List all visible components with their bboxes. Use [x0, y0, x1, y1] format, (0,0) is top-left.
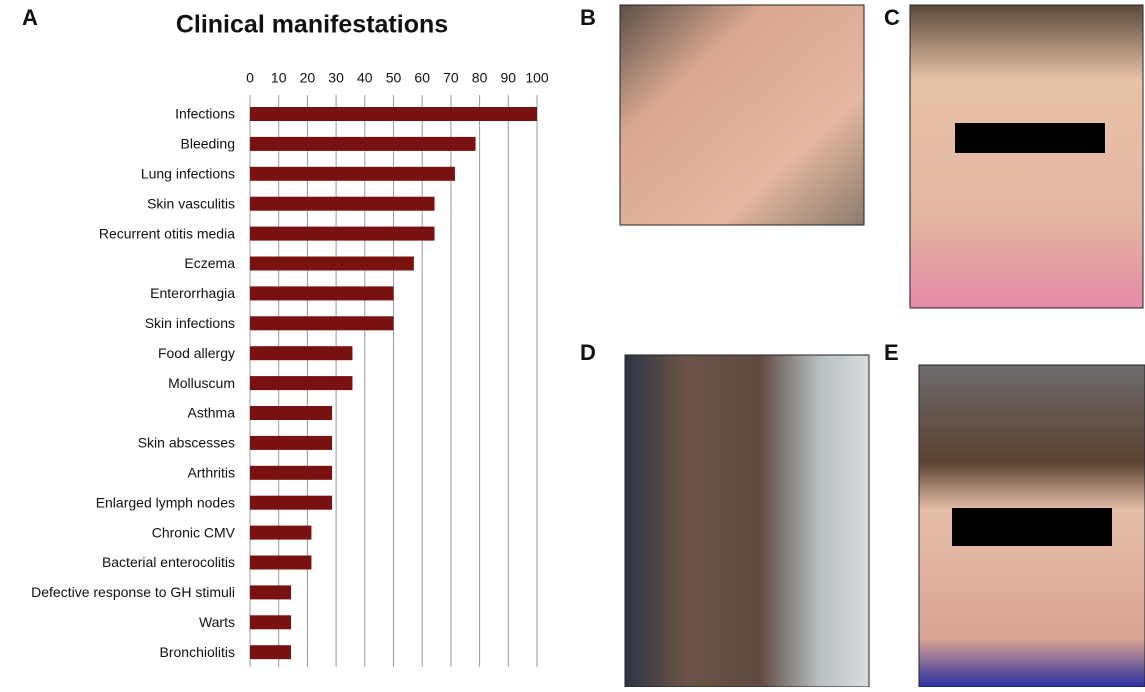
bar: [250, 465, 333, 480]
x-tick-label: 80: [472, 70, 488, 86]
eye-mask: [952, 508, 1112, 546]
bar: [250, 585, 292, 600]
y-tick-label: Skin vasculitis: [147, 195, 235, 211]
x-tick-label: 50: [386, 70, 402, 86]
bar: [250, 555, 312, 570]
bar: [250, 166, 455, 181]
y-tick-label: Warts: [199, 614, 235, 630]
x-tick-label: 20: [300, 70, 316, 86]
y-tick-label: Infections: [175, 106, 235, 122]
y-tick-label: Food allergy: [158, 345, 235, 361]
x-tick-label: 40: [357, 70, 373, 86]
x-tick-label: 90: [501, 70, 517, 86]
y-tick-label: Molluscum: [168, 375, 235, 391]
y-tick-label: Enlarged lymph nodes: [96, 494, 235, 510]
panel-label: C: [884, 5, 900, 30]
x-tick-label: 10: [271, 70, 287, 86]
eye-mask: [955, 123, 1105, 153]
panel-label: B: [580, 5, 596, 30]
bar: [250, 286, 394, 301]
y-tick-label: Defective response to GH stimuli: [31, 584, 235, 600]
bar: [250, 316, 394, 331]
y-tick-label: Skin infections: [145, 315, 235, 331]
panel-label: A: [22, 5, 38, 30]
bar: [250, 196, 435, 211]
photo-face: [909, 4, 1144, 309]
x-tick-label: 0: [246, 70, 254, 86]
bar: [250, 645, 292, 660]
y-tick-label: Bleeding: [181, 136, 236, 152]
y-tick-label: Arthritis: [188, 465, 235, 481]
y-tick-label: Eczema: [184, 255, 235, 271]
photo-hand: [619, 4, 865, 226]
y-tick-label: Bronchiolitis: [160, 644, 235, 660]
x-tick-label: 70: [443, 70, 459, 86]
panel-label: E: [884, 340, 899, 365]
bar: [250, 226, 435, 241]
bar: [250, 346, 353, 361]
bar: [250, 495, 333, 510]
chart-title: Clinical manifestations: [176, 11, 448, 39]
bar: [250, 406, 333, 420]
bar: [250, 615, 292, 630]
x-tick-label: 60: [414, 70, 430, 86]
x-tick-label: 30: [328, 70, 344, 86]
y-tick-label: Lung infections: [141, 166, 235, 182]
photo-leg: [624, 354, 870, 688]
bar: [250, 525, 312, 540]
y-tick-label: Bacterial enterocolitis: [102, 554, 235, 570]
bar: [250, 256, 414, 271]
y-tick-label: Recurrent otitis media: [99, 225, 235, 241]
bar: [250, 136, 476, 151]
y-tick-label: Skin abscesses: [138, 435, 235, 451]
y-tick-label: Enterorrhagia: [150, 285, 235, 301]
y-tick-label: Asthma: [188, 405, 236, 421]
y-tick-label: Chronic CMV: [152, 524, 236, 540]
panel-label: D: [580, 340, 596, 365]
x-tick-label: 100: [525, 70, 549, 86]
bar: [250, 435, 333, 450]
bar: [250, 107, 537, 121]
bar: [250, 376, 353, 391]
